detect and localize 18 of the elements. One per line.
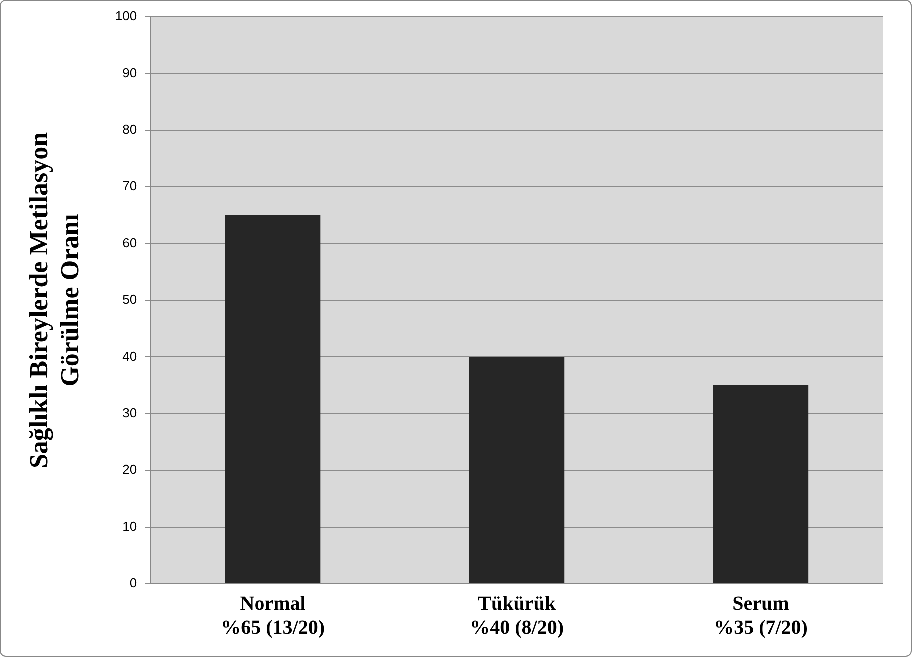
y-tick-label: 100	[115, 8, 138, 24]
y-tick-label: 0	[130, 576, 138, 591]
bar	[469, 357, 565, 584]
bar	[226, 215, 321, 584]
x-tick-label: Tükürük %40 (8/20)	[470, 593, 564, 640]
y-axis-title: Sağlıklı Bireylerde Metilasyon Görülme Oranı	[24, 132, 85, 469]
x-tick-label: Serum %35 (7/20)	[714, 593, 808, 640]
y-tick-label: 60	[122, 235, 138, 250]
y-tick-label: 80	[122, 122, 138, 137]
bar	[713, 386, 809, 584]
y-tick-label: 50	[122, 292, 138, 308]
x-tick-label: Normal %65 (13/20)	[221, 593, 326, 640]
y-tick-label: 30	[122, 405, 138, 420]
y-tick-label: 20	[122, 462, 138, 478]
y-tick-label: 10	[122, 518, 138, 534]
y-tick-label: 90	[122, 65, 138, 80]
y-tick-label: 40	[122, 348, 138, 364]
y-tick-label: 70	[122, 178, 138, 194]
